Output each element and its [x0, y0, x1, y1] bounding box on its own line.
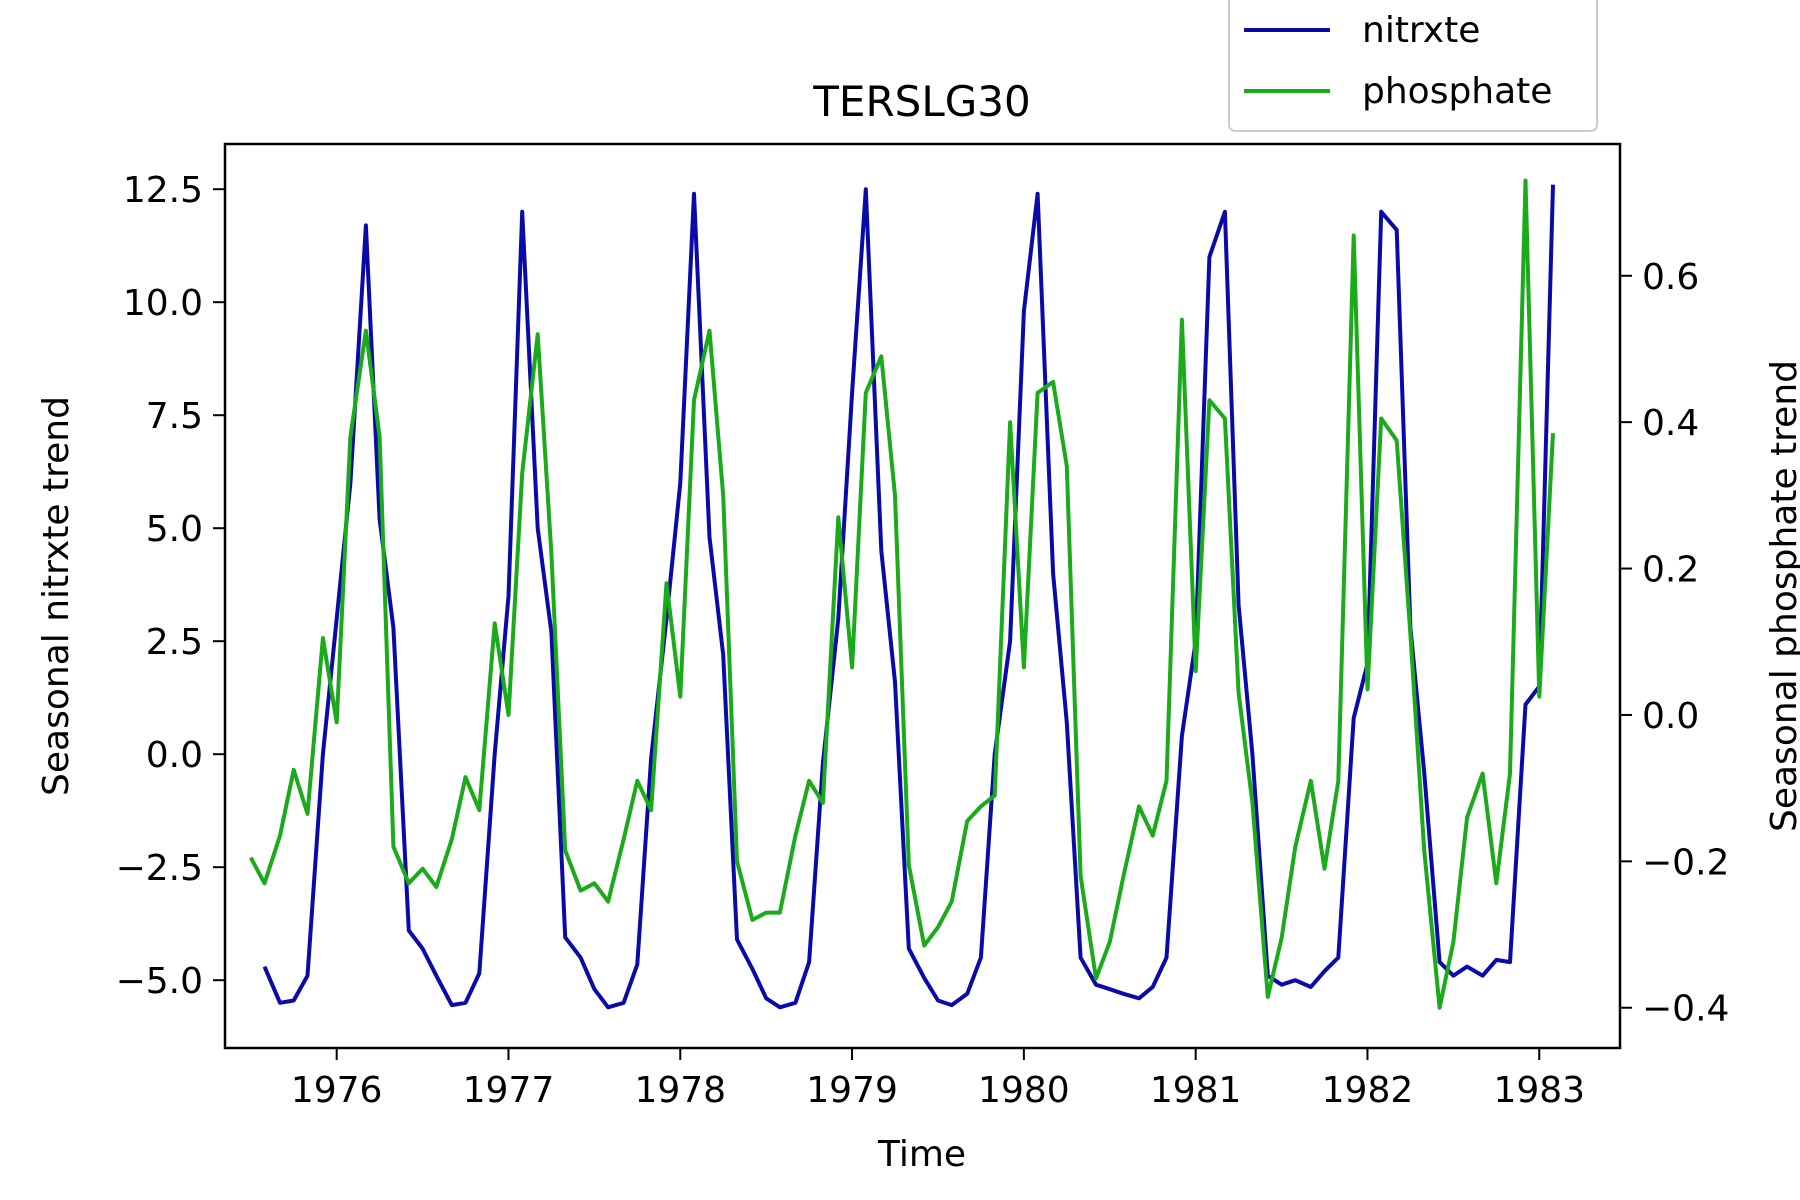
x-tick-label: 1979: [806, 1070, 898, 1111]
legend: nitrxte phosphate: [1228, 0, 1598, 132]
plot-frame: [223, 142, 1622, 1050]
x-tick-label: 1978: [634, 1070, 726, 1111]
y2-tick-label: 0.2: [1642, 550, 1699, 591]
y-tick-label: 12.5: [123, 170, 203, 211]
y-axis-label: Seasonal nitrxte trend: [36, 396, 77, 796]
series-line-phosphate: [249, 178, 1555, 1010]
x-tick-label: 1977: [463, 1070, 555, 1111]
legend-box: [1228, 0, 1598, 132]
x-tick-label: 1981: [1150, 1070, 1242, 1111]
y-tick-label: −2.5: [116, 848, 203, 889]
y-tick-label: −5.0: [116, 961, 203, 1002]
x-tick-label: 1976: [291, 1070, 383, 1111]
y-tick-label: 10.0: [123, 283, 203, 324]
y2-axis-label: Seasonal phosphate trend: [1764, 360, 1800, 832]
x-axis-label: Time: [877, 1134, 966, 1175]
y-tick-label: 7.5: [146, 396, 203, 437]
x-tick-label: 1980: [978, 1070, 1070, 1111]
legend-label-nitrxte: nitrxte: [1362, 10, 1480, 51]
y2-tick-label: −0.4: [1642, 989, 1729, 1030]
y-tick-label: 0.0: [146, 735, 203, 776]
y2-axis-ticks: −0.4 −0.2 0.0 0.2 0.4 0.6: [1620, 257, 1729, 1030]
y2-tick-label: 0.0: [1642, 696, 1699, 737]
y2-tick-label: −0.2: [1642, 842, 1729, 883]
y2-tick-label: 0.4: [1642, 403, 1699, 444]
y-axis-ticks: −5.0 −2.5 0.0 2.5 5.0 7.5 10.0 12.5: [116, 170, 225, 1002]
legend-label-phosphate: phosphate: [1362, 71, 1552, 112]
x-tick-label: 1983: [1493, 1070, 1585, 1111]
chart-title: TERSLG30: [812, 77, 1030, 126]
x-tick-label: 1982: [1322, 1070, 1414, 1111]
y-tick-label: 5.0: [146, 509, 203, 550]
series-line-nitrxte: [262, 184, 1555, 1010]
y-tick-label: 2.5: [146, 622, 203, 663]
y2-tick-label: 0.6: [1642, 257, 1699, 298]
x-axis-ticks: 1976 1977 1978 1979 1980 1981 1982 1983: [291, 1048, 1585, 1111]
series-layer: [249, 178, 1555, 1010]
